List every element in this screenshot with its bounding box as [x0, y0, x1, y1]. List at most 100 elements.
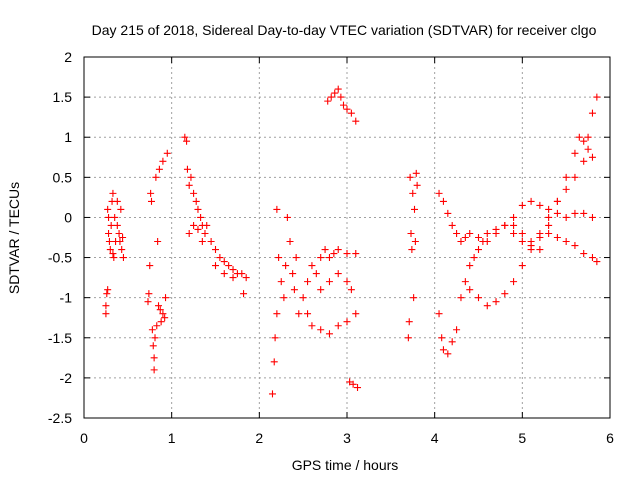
data-point [562, 173, 570, 181]
data-point [201, 229, 209, 237]
data-point [181, 133, 189, 141]
data-point [104, 205, 112, 213]
data-point [111, 213, 119, 221]
data-point [207, 238, 215, 246]
data-point [286, 238, 294, 246]
data-point [212, 262, 219, 270]
data-point [584, 133, 592, 141]
data-point [118, 246, 126, 254]
data-point [349, 380, 357, 388]
data-point [308, 322, 316, 330]
data-point [411, 205, 419, 213]
x-tick-label: 3 [343, 430, 351, 446]
y-tick-label: 1 [64, 129, 72, 145]
data-point [229, 266, 237, 274]
data-point [194, 225, 202, 233]
data-point [275, 254, 283, 262]
data-point [466, 286, 474, 294]
data-point [187, 173, 195, 181]
data-point [536, 201, 544, 209]
data-point [553, 197, 561, 205]
data-point [571, 209, 579, 217]
data-point [190, 221, 198, 229]
data-point [273, 310, 281, 318]
data-point [280, 294, 288, 302]
data-point [510, 221, 518, 229]
data-point [144, 298, 152, 306]
data-point [110, 254, 118, 262]
data-point [192, 197, 200, 205]
data-point [151, 334, 159, 342]
data-point [203, 221, 211, 229]
data-point [324, 97, 332, 105]
data-point [461, 278, 469, 286]
data-point [102, 302, 110, 310]
data-point [304, 310, 312, 318]
data-point [152, 173, 160, 181]
data-point [545, 205, 553, 213]
data-point [347, 109, 355, 117]
data-point [325, 330, 333, 338]
data-point [198, 238, 206, 246]
data-point [501, 221, 509, 229]
data-point [545, 221, 553, 229]
data-point [510, 229, 518, 237]
x-tick-label: 5 [518, 430, 526, 446]
data-point [501, 290, 509, 298]
data-point [580, 250, 588, 258]
data-point [271, 334, 279, 342]
data-point [435, 189, 443, 197]
data-point [408, 246, 416, 254]
data-point [116, 238, 124, 246]
data-point [571, 173, 579, 181]
data-point [238, 270, 246, 278]
data-point [580, 157, 588, 165]
data-point [103, 290, 111, 298]
grid [84, 57, 610, 418]
data-point [343, 105, 351, 113]
data-point [435, 310, 443, 318]
y-tick-label: -1.5 [48, 330, 72, 346]
data-point [466, 262, 474, 270]
data-point [268, 390, 276, 398]
data-point [536, 246, 544, 254]
data-point [527, 238, 535, 246]
data-point [553, 234, 561, 241]
y-tick-label: 2 [64, 49, 72, 65]
data-point [406, 173, 414, 181]
data-point [148, 197, 156, 205]
data-point [107, 221, 115, 229]
data-point [282, 262, 290, 270]
data-point [105, 238, 113, 246]
data-point [119, 254, 127, 262]
data-point [444, 209, 452, 217]
data-point [588, 254, 596, 262]
data-point [156, 306, 164, 314]
x-axis-label: GPS time / hours [292, 457, 399, 473]
data-point [220, 270, 228, 278]
data-point [457, 238, 465, 246]
data-point [337, 93, 345, 101]
data-point [115, 229, 123, 237]
data-point [334, 246, 342, 254]
data-point [347, 286, 355, 294]
data-point [580, 137, 588, 145]
data-point [150, 366, 158, 374]
data-point [321, 246, 329, 254]
data-point [155, 165, 163, 173]
data-point [510, 278, 518, 286]
data-point [457, 294, 465, 302]
data-point [334, 85, 342, 93]
data-point [270, 358, 278, 366]
data-point [584, 145, 592, 153]
data-point [157, 318, 165, 326]
data-point [185, 181, 193, 189]
data-point [119, 234, 127, 241]
data-point [325, 254, 333, 262]
data-point [290, 286, 298, 294]
data-points [102, 85, 601, 398]
data-point [518, 201, 526, 209]
data-point [331, 89, 339, 97]
data-point [148, 326, 156, 334]
x-tick-label: 4 [431, 430, 439, 446]
